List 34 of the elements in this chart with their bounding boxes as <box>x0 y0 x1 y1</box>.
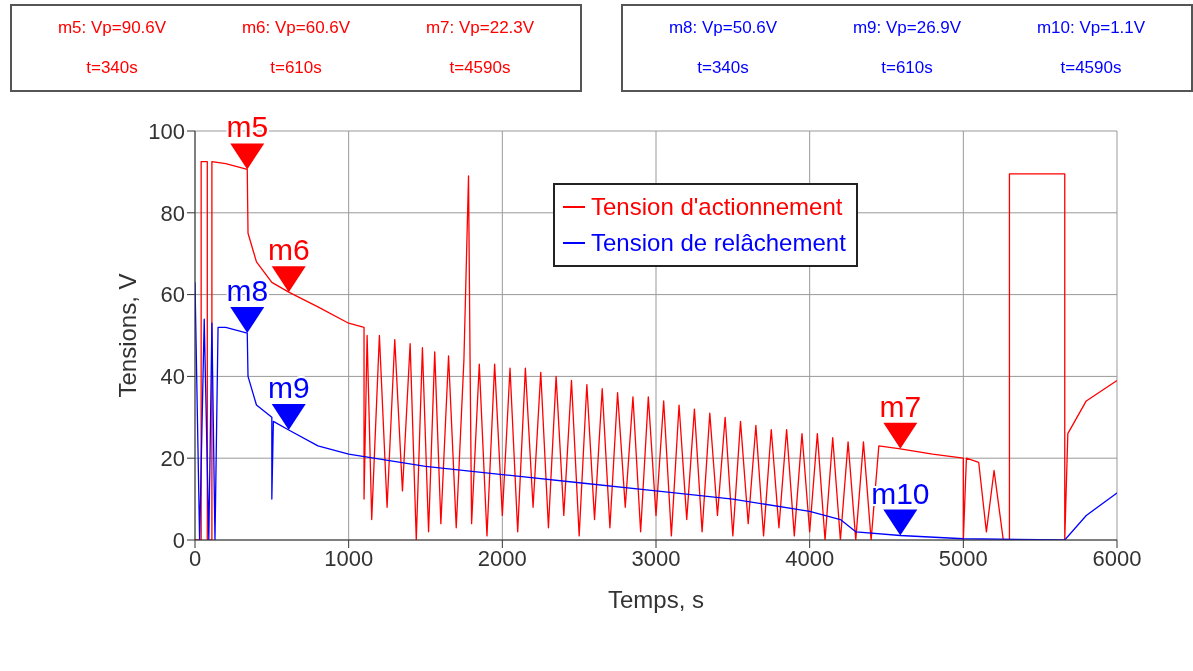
y-tick-label: 0 <box>172 527 185 553</box>
text: m5: Vp=90.6V <box>57 18 167 38</box>
text: t=4590s <box>1060 58 1122 78</box>
x-tick-label: 1000 <box>324 545 374 571</box>
y-tick-label: 80 <box>160 200 185 226</box>
y-tick-label: 40 <box>160 364 185 390</box>
x-tick-label: 4000 <box>785 545 835 571</box>
x-tick-label: 0 <box>188 545 202 571</box>
annotation: m9 <box>267 370 310 404</box>
text: m6: Vp=60.6V <box>241 18 351 38</box>
x-tick-label: 3000 <box>631 545 681 571</box>
y-tick-label: 60 <box>160 282 185 308</box>
x-tick-label: 6000 <box>1092 545 1142 571</box>
y-tick-label: 100 <box>148 118 185 144</box>
text: m7: Vp=22.3V <box>425 18 535 38</box>
text: t=610s <box>881 58 933 78</box>
x-axis-title: Temps, s <box>607 586 705 613</box>
y-tick-label: 20 <box>160 446 185 472</box>
y-axis-title: Tensions, V <box>113 273 141 398</box>
annotation: m6 <box>267 233 310 267</box>
legend-label: Tension de relâchement <box>591 228 846 258</box>
annotation: m5 <box>226 110 269 144</box>
x-tick-label: 2000 <box>477 545 527 571</box>
legend-label: Tension d'actionnement <box>591 192 843 222</box>
text: t=4590s <box>449 58 511 78</box>
text: t=610s <box>270 58 322 78</box>
x-tick-label: 5000 <box>938 545 988 571</box>
text: m8: Vp=50.6V <box>668 18 778 38</box>
text: m10: Vp=1.1V <box>1036 18 1146 38</box>
annotation: m8 <box>226 274 269 308</box>
annotation: m7 <box>879 389 922 423</box>
text: t=340s <box>697 58 749 78</box>
text: m9: Vp=26.9V <box>852 18 962 38</box>
text: t=340s <box>86 58 138 78</box>
